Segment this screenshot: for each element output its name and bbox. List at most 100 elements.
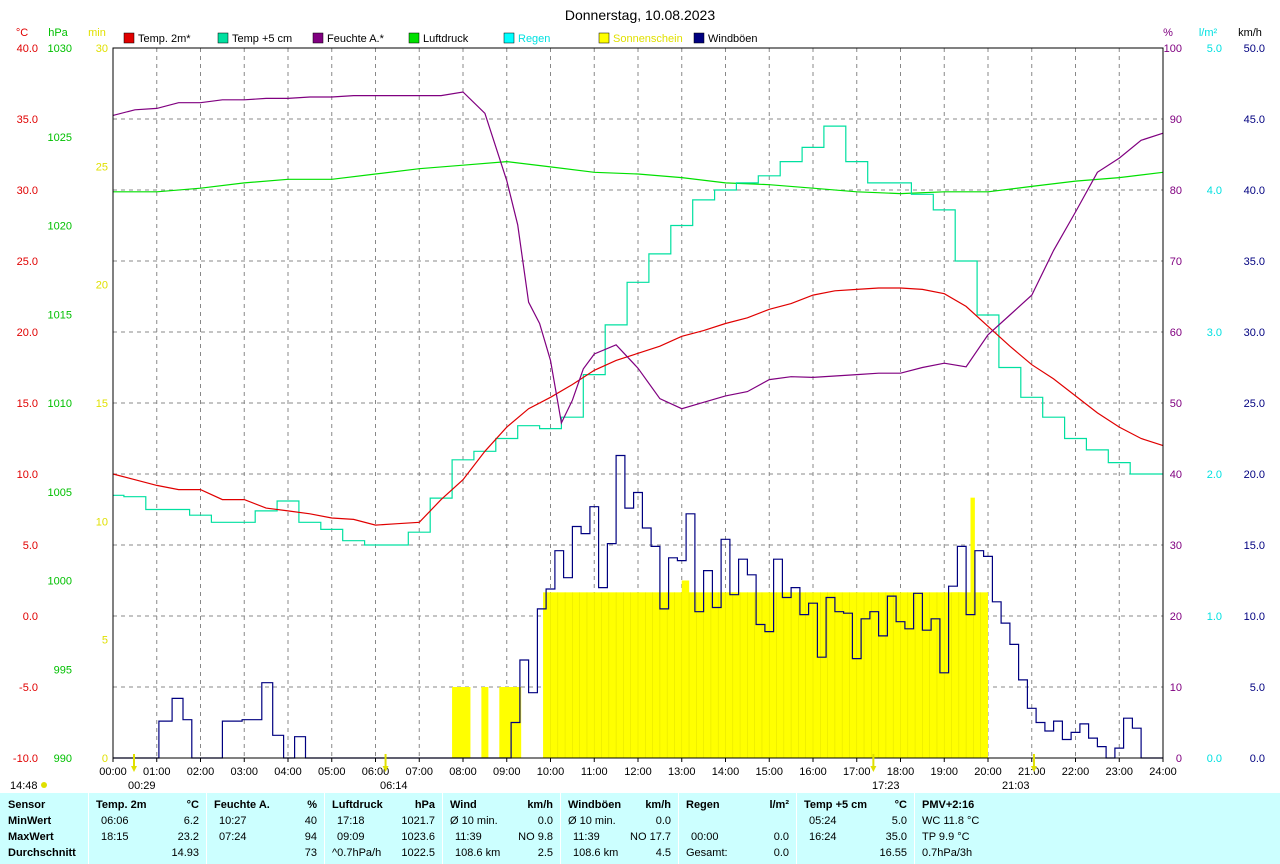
wind-distance: 108.6 km	[455, 847, 501, 859]
x-tick-label: 20:00	[974, 766, 1002, 778]
series-temp-5-cm	[113, 125, 1163, 546]
rain-max: 0.0	[773, 831, 789, 843]
sunshine-tick: 15	[96, 398, 108, 410]
row-label-avg: Durchschnitt	[8, 847, 76, 859]
x-tick-label: 13:00	[668, 766, 696, 778]
temp-tick: 15.0	[17, 398, 38, 410]
pressure-tick: 990	[54, 753, 72, 765]
sunshine-bars	[452, 497, 988, 758]
pressure-tick: 1005	[48, 487, 72, 499]
humidity-axis-unit: %	[1163, 27, 1173, 39]
right-axes: % l/m² km/h10090807060504030201005.04.03.0…	[1163, 27, 1265, 765]
temp5cm-max-time: 16:24	[809, 831, 837, 843]
weather-chart: Donnerstag, 10.08.2023 Temp. 2m* Temp +5 …	[10, 7, 1265, 792]
gusts-unit: km/h	[645, 799, 671, 811]
humidity-tick: 100	[1164, 43, 1182, 55]
wind-tick: 25.0	[1244, 398, 1265, 410]
temp-tick: 30.0	[17, 185, 38, 197]
gusts-avg: 4.5	[655, 847, 671, 859]
temp5cm-unit: °C	[894, 799, 907, 811]
x-tick-label: 07:00	[405, 766, 433, 778]
x-tick-label: 04:00	[274, 766, 302, 778]
sunshine-tick: 30	[96, 43, 108, 55]
series-windb-en	[113, 454, 1163, 759]
humidity-name: Feuchte A.	[214, 799, 270, 811]
marker-dot	[41, 782, 47, 788]
col-temp5cm: Temp +5 cm °C 05:24 5.0 16:24 35.0 16.55	[796, 793, 915, 864]
legend-label: Temp +5 cm	[232, 33, 292, 45]
time-markers: 00:29 06:14 17:23 21:03 14:48	[10, 754, 1037, 792]
legend-swatch	[408, 32, 420, 44]
marker-label: 00:29	[128, 780, 156, 792]
rain-tick: 3.0	[1207, 327, 1222, 339]
x-tick-label: 16:00	[799, 766, 827, 778]
legend-label: Temp. 2m*	[138, 33, 191, 45]
x-tick-label: 06:00	[362, 766, 390, 778]
legend: Temp. 2m* Temp +5 cm Feuchte A.* Luftdruck R…	[123, 32, 758, 45]
humidity-tick: 90	[1170, 114, 1182, 126]
x-tick-label: 23:00	[1105, 766, 1133, 778]
temp-tick: 20.0	[17, 327, 38, 339]
temp2m-max-time: 18:15	[101, 831, 129, 843]
x-tick-label: 19:00	[930, 766, 958, 778]
pressure-max: 1023.6	[401, 831, 435, 843]
marker-label: 06:14	[380, 780, 408, 792]
stats-table: Sensor MinWert MaxWert Durchschnitt Temp…	[0, 793, 1280, 864]
pressure-tick: 1025	[48, 132, 72, 144]
pmv-tp: TP 9.9 °C	[922, 831, 970, 843]
x-tick-label: 18:00	[887, 766, 915, 778]
x-tick-label: 05:00	[318, 766, 346, 778]
wind-tick: 35.0	[1244, 256, 1265, 268]
pressure-min: 1021.7	[401, 815, 435, 827]
wind-unit: km/h	[527, 799, 553, 811]
humidity-tick: 50	[1170, 398, 1182, 410]
rain-tick: 1.0	[1207, 611, 1222, 623]
temp-tick: 10.0	[17, 469, 38, 481]
pressure-axis-unit: hPa	[48, 27, 68, 39]
temp-axis-unit: °C	[16, 27, 28, 39]
legend-swatch	[503, 32, 515, 44]
x-tick-label: 03:00	[230, 766, 258, 778]
humidity-tick: 60	[1170, 327, 1182, 339]
pressure-min-time: 17:18	[337, 815, 365, 827]
gusts-min-label: Ø 10 min.	[568, 815, 616, 827]
sunshine-tick: 0	[102, 753, 108, 765]
temp5cm-min-time: 05:24	[809, 815, 837, 827]
pressure-tick: 1030	[48, 43, 72, 55]
legend-label: Sonnenschein	[613, 33, 683, 45]
col-pmv: PMV+2:16 WC 11.8 °C TP 9.9 °C 0.7hPa/3h	[914, 793, 1280, 864]
rain-axis-unit: l/m²	[1199, 27, 1218, 39]
humidity-tick: 30	[1170, 540, 1182, 552]
x-tick-label: 22:00	[1062, 766, 1090, 778]
humidity-tick: 0	[1176, 753, 1182, 765]
pmv-name: PMV+2:16	[922, 799, 975, 811]
series-lines	[112, 91, 1164, 759]
humidity-tick: 70	[1170, 256, 1182, 268]
x-tick-label: 15:00	[755, 766, 783, 778]
marker-arrow	[870, 766, 877, 772]
wind-tick: 40.0	[1244, 185, 1265, 197]
temp2m-name: Temp. 2m	[96, 799, 147, 811]
marker-arrow	[131, 766, 137, 772]
wind-tick: 5.0	[1250, 682, 1265, 694]
marker-label: 14:48	[10, 780, 38, 792]
legend-label: Luftdruck	[423, 33, 469, 45]
humidity-max: 94	[304, 831, 317, 843]
sunshine-bar	[481, 687, 489, 758]
pressure-tick: 1000	[48, 576, 72, 588]
temp2m-min: 6.2	[183, 815, 199, 827]
sunshine-bar	[951, 592, 963, 758]
wind-tick: 50.0	[1244, 43, 1265, 55]
temp-tick: 40.0	[17, 43, 38, 55]
marker-arrow	[382, 766, 389, 772]
marker-arrow	[1030, 766, 1037, 772]
x-tick-label: 24:00	[1149, 766, 1177, 778]
row-labels: Sensor MinWert MaxWert Durchschnitt	[0, 793, 88, 864]
rain-tick: 5.0	[1207, 43, 1222, 55]
temp5cm-max: 35.0	[885, 831, 907, 843]
pressure-tick: 1015	[48, 309, 72, 321]
wind-tick: 20.0	[1244, 469, 1265, 481]
rain-name: Regen	[686, 799, 720, 811]
humidity-tick: 20	[1170, 611, 1182, 623]
series-luftdruck	[113, 160, 1164, 195]
